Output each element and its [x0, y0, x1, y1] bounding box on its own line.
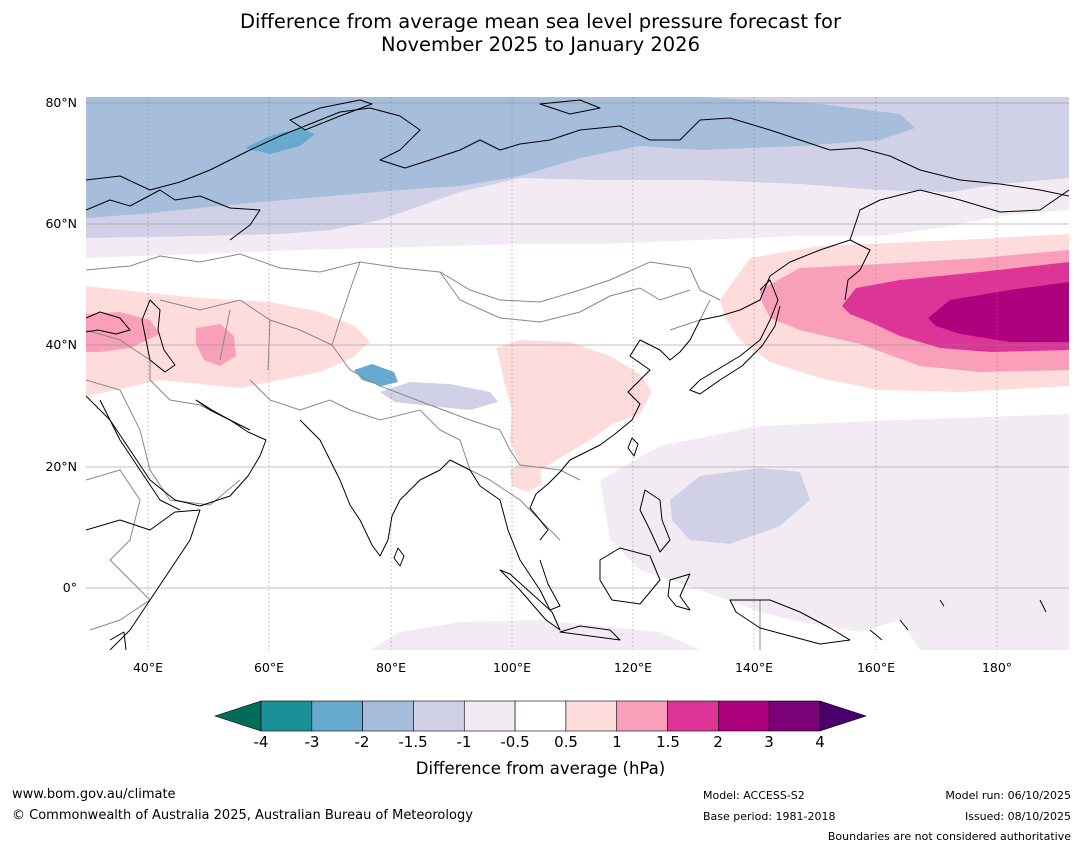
lat-label-80n: 80°N — [45, 95, 77, 110]
coastline-new-guinea — [729, 599, 851, 645]
coastline-novaya-zemlya — [289, 99, 373, 131]
colorbar-tick-0-5: 0.5 — [554, 733, 578, 751]
lon-label-160e: 160°E — [856, 660, 895, 675]
colorbar-box-7 — [616, 700, 668, 732]
coastline-kamchatka — [844, 239, 871, 301]
colorbar-box-10 — [768, 700, 821, 732]
colorbar-tick-neg-4: -4 — [253, 733, 269, 751]
coastline-east-asia — [529, 189, 1069, 541]
coastline-black-sea — [86, 311, 131, 335]
colorbar-box-5 — [514, 700, 567, 732]
coastline-madagascar — [109, 631, 127, 650]
footer-disclaimer: Boundaries are not considered authoritat… — [827, 830, 1071, 843]
coastline-severnaya-zemlya — [539, 99, 601, 115]
boundary-china-west — [331, 261, 521, 466]
coastline-java — [559, 625, 621, 641]
colorbar-tick-3: 3 — [764, 733, 774, 751]
anomaly-region-indian-ocean-weak-negative — [370, 620, 700, 650]
coastline-borneo — [599, 547, 661, 605]
coastline-east-africa — [86, 509, 201, 650]
footer-copyright: © Commonwealth of Australia 2025, Austra… — [12, 808, 473, 823]
colorbar-tick-neg-2: -2 — [354, 733, 370, 751]
lat-label-0: 0° — [62, 580, 77, 595]
coastline-sri-lanka — [393, 547, 405, 567]
coastlines — [86, 99, 1069, 650]
colorbar-box-0 — [260, 700, 313, 732]
boundary-middle-east — [86, 329, 241, 506]
coastline-red-sea — [99, 399, 181, 511]
coastline-caspian-sea — [141, 299, 176, 373]
colorbar-tick-neg-0-5: -0.5 — [500, 733, 530, 751]
colorbar-box-1 — [311, 700, 363, 732]
lon-label-120e: 120°E — [613, 660, 652, 675]
lon-label-140e: 140°E — [734, 660, 773, 675]
lon-label-180: 180° — [981, 660, 1013, 675]
anomaly-region-philippine-sea-negative — [670, 468, 810, 544]
anomaly-region-indochina-positive — [510, 462, 542, 492]
anomaly-region-barents-strong-negative — [245, 128, 315, 154]
colorbar — [214, 700, 867, 732]
footer-issued: Issued: 08/10/2025 — [964, 810, 1071, 823]
coastline-sumatra — [499, 569, 561, 631]
boundary-southeast-asia — [489, 464, 581, 541]
map-title: Difference from average mean sea level p… — [0, 10, 1081, 56]
colorbar-tick-2: 2 — [713, 733, 723, 751]
anomaly-region-tibet-strong-negative — [354, 364, 398, 386]
coastline-southeast-asia — [479, 485, 561, 611]
colorbar-extend-above — [819, 700, 867, 732]
colorbar-box-6 — [565, 700, 618, 732]
colorbar-boxes — [260, 700, 821, 732]
colorbar-extend-below — [214, 700, 262, 732]
footer-model: Model: ACCESS-S2 — [703, 789, 805, 802]
boundary-south-asia — [249, 379, 491, 481]
coastline-pacific-islands — [869, 599, 1047, 641]
coastline-persian-gulf — [195, 399, 251, 431]
boundary-mongolia — [439, 271, 691, 323]
anomaly-region-china-positive — [496, 340, 652, 470]
footer-website: www.bom.gov.au/climate — [12, 787, 176, 802]
footer-base-period: Base period: 1981-2018 — [703, 810, 836, 823]
colorbar-label: Difference from average (hPa) — [415, 759, 666, 778]
colorbar-box-9 — [718, 700, 770, 732]
colorbar-tick-1-5: 1.5 — [656, 733, 680, 751]
colorbar-box-2 — [362, 700, 414, 732]
boundary-central-asia — [159, 299, 333, 371]
map-title-line-2: November 2025 to January 2026 — [381, 33, 700, 56]
coastline-philippines — [639, 489, 671, 553]
anomaly-region-tibet-negative — [380, 382, 498, 410]
coastline-india — [299, 419, 481, 557]
lat-label-20n: 20°N — [45, 459, 77, 474]
colorbar-box-4 — [463, 700, 516, 732]
lon-label-80e: 80°E — [375, 660, 407, 675]
anomaly-region-north-pacific-peak-positive — [928, 282, 1069, 342]
coastline-taiwan — [627, 437, 639, 457]
coastline-japan — [689, 279, 781, 395]
lat-label-40n: 40°N — [45, 337, 77, 352]
coastline-sulawesi — [667, 573, 691, 611]
lon-label-100e: 100°E — [492, 660, 531, 675]
lon-label-60e: 60°E — [253, 660, 285, 675]
colorbar-tick-1: 1 — [612, 733, 622, 751]
country-boundaries — [86, 253, 761, 650]
colorbar-tick-neg-1: -1 — [456, 733, 472, 751]
boundary-africa — [86, 469, 151, 631]
colorbar-tick-4: 4 — [815, 733, 825, 751]
anomaly-region-scandinavia-negative — [86, 97, 915, 218]
coastline-scandinavia — [86, 189, 261, 241]
map-title-line-1: Difference from average mean sea level p… — [240, 10, 841, 33]
anomaly-field — [86, 97, 1069, 650]
coastline-arctic — [86, 107, 1069, 197]
colorbar-box-8 — [667, 700, 719, 732]
footer-model-run: Model run: 06/10/2025 — [945, 789, 1071, 802]
colorbar-tick-neg-3: -3 — [304, 733, 320, 751]
colorbar-tick-neg-1-5: -1.5 — [398, 733, 428, 751]
colorbar-box-3 — [413, 700, 465, 732]
lat-label-60n: 60°N — [45, 216, 77, 231]
lon-label-40e: 40°E — [132, 660, 164, 675]
anomaly-region-tropical-pacific-negative — [600, 414, 1069, 650]
